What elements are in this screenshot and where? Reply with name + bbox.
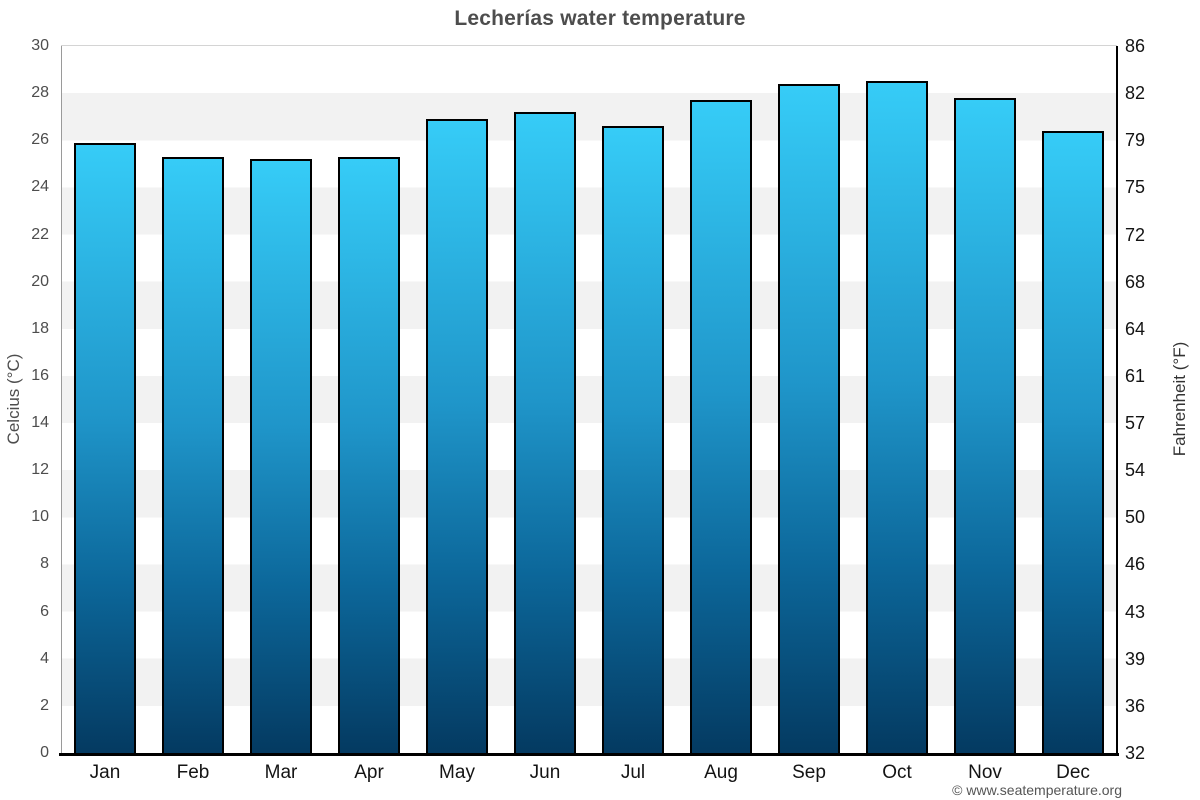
y-axis-left-label-12: 12: [31, 461, 49, 479]
x-axis-line: [59, 753, 1119, 756]
y-axis-line-left: [61, 46, 62, 753]
bar-jul[interactable]: [602, 126, 664, 753]
x-axis-label-aug: Aug: [704, 762, 738, 783]
y-axis-left-label-16: 16: [31, 366, 49, 384]
bar-mar[interactable]: [250, 159, 312, 753]
bar-oct[interactable]: [866, 81, 928, 753]
bar-jun[interactable]: [514, 112, 576, 753]
x-axis-label-jun: Jun: [529, 762, 561, 783]
y-axis-line-right: [1116, 46, 1118, 753]
x-axis-label-apr: Apr: [354, 762, 384, 783]
y-axis-right-label-72: 72: [1125, 224, 1146, 245]
bar-sep[interactable]: [778, 83, 840, 753]
x-axis-label-jan: Jan: [89, 762, 121, 783]
y-axis-right-label-64: 64: [1125, 318, 1146, 339]
y-axis-right-label-54: 54: [1125, 460, 1146, 481]
y-axis-left-label-26: 26: [31, 131, 49, 149]
x-axis-label-dec: Dec: [1056, 762, 1090, 783]
bar-aug[interactable]: [690, 100, 752, 753]
y-axis-left-label-10: 10: [31, 508, 49, 526]
plot-area: [61, 46, 1117, 753]
y-axis-right-label-36: 36: [1125, 695, 1146, 716]
y-axis-left-label-8: 8: [40, 555, 49, 573]
y-axis-left-label-18: 18: [31, 319, 49, 337]
top-gridline: [61, 45, 1117, 46]
x-axis-label-mar: Mar: [264, 762, 298, 783]
bar-may[interactable]: [426, 119, 488, 753]
y-axis-right-label-86: 86: [1125, 36, 1146, 56]
y-axis-right-label-82: 82: [1125, 83, 1146, 104]
y-axis-left-label-2: 2: [40, 696, 49, 714]
bar-jan[interactable]: [74, 142, 136, 753]
chart-title: Lecherías water temperature: [454, 7, 746, 30]
y-axis-left-label-24: 24: [31, 178, 49, 196]
x-axis-label-feb: Feb: [176, 762, 210, 783]
y-axis-right-label-50: 50: [1125, 507, 1146, 528]
y-axis-title-fahrenheit: Fahrenheit (°F): [1170, 341, 1189, 457]
x-axis-label-may: May: [439, 762, 475, 783]
y-axis-right-label-32: 32: [1125, 743, 1146, 763]
y-axis-left-label-14: 14: [31, 414, 49, 432]
bar-dec[interactable]: [1042, 130, 1104, 753]
y-axis-left-label-4: 4: [40, 649, 49, 667]
y-axis-right-label-68: 68: [1125, 271, 1146, 292]
y-axis-right-label-57: 57: [1125, 413, 1146, 434]
x-axis-label-oct: Oct: [882, 762, 912, 783]
y-axis-right-label-43: 43: [1125, 601, 1146, 622]
bar-nov[interactable]: [954, 97, 1016, 753]
y-axis-right-label-79: 79: [1125, 130, 1146, 151]
y-axis-left-label-6: 6: [40, 602, 49, 620]
y-axis-left-label-22: 22: [31, 225, 49, 243]
credit-link[interactable]: © www.seatemperature.org: [952, 782, 1122, 798]
x-axis-label-nov: Nov: [968, 762, 1002, 783]
x-axis-label-jul: Jul: [620, 762, 646, 783]
y-axis-right-label-46: 46: [1125, 554, 1146, 575]
y-axis-right-label-39: 39: [1125, 648, 1146, 669]
y-axis-left-label-28: 28: [31, 84, 49, 102]
y-axis-right-label-61: 61: [1125, 365, 1146, 386]
x-axis-label-sep: Sep: [792, 762, 826, 783]
y-axis-left-label-30: 30: [31, 37, 49, 54]
y-axis-left-label-0: 0: [40, 744, 49, 761]
y-axis-left-label-20: 20: [31, 272, 49, 290]
y-axis-right-label-75: 75: [1125, 177, 1146, 198]
bar-feb[interactable]: [162, 156, 224, 753]
bar-apr[interactable]: [338, 156, 400, 753]
